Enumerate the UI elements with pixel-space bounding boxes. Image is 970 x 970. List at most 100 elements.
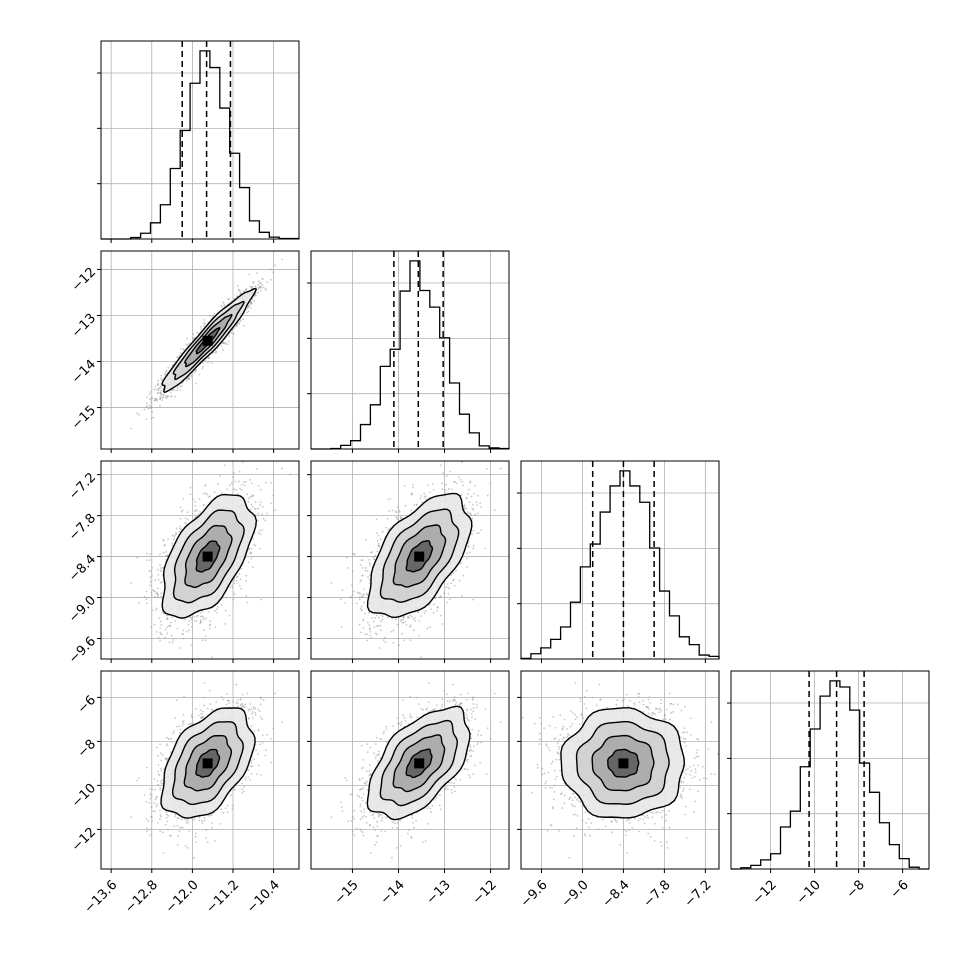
scatter-point [165,551,167,553]
scatter-point [150,591,153,594]
scatter-point [420,494,422,497]
scatter-point [220,604,223,606]
scatter-point [189,616,192,619]
scatter-point [187,629,190,632]
scatter-point [259,529,262,532]
scatter-point [201,362,204,364]
scatter-point [272,271,275,274]
scatter-point [152,416,155,419]
scatter-point [189,493,192,496]
scatter-point [240,483,243,486]
scatter-point [227,340,230,343]
scatter-point [164,372,167,375]
scatter-point [191,617,194,619]
scatter-point [261,528,264,531]
scatter-point [211,315,214,318]
scatter-point [243,324,246,327]
scatter-point [240,567,243,570]
scatter-point [253,543,256,546]
scatter-point [235,489,238,491]
scatter-point [247,305,250,308]
scatter-point [154,608,157,611]
scatter-point [238,322,241,325]
scatter-point [160,567,162,569]
scatter-point [364,569,367,572]
scatter-point [245,574,248,577]
scatter-point [237,480,240,483]
scatter-point [201,367,204,370]
scatter-point [234,480,237,483]
scatter-point [241,461,244,463]
scatter-point [165,369,168,372]
scatter-point [231,586,234,589]
scatter-point [370,636,373,639]
scatter-point [387,528,390,531]
scatter-point [250,302,253,305]
scatter-point [148,569,151,572]
scatter-point [254,501,257,504]
scatter-point [168,641,171,644]
scatter-point [163,678,165,680]
scatter-point [260,598,263,601]
scatter-point [427,484,429,487]
scatter-point [202,324,205,327]
scatter-point [184,517,187,520]
scatter-point [185,379,188,382]
scatter-point [198,498,201,500]
scatter-point [176,389,179,392]
histogram-panel-3 [517,460,720,660]
scatter-point [190,375,193,378]
histogram-step [101,50,300,240]
scatter-point [199,621,202,624]
scatter-point [170,621,172,624]
scatter-point [238,470,241,473]
scatter-point [190,644,193,647]
scatter-points [330,461,502,659]
scatter-point [265,289,267,291]
scatter-point [138,602,141,604]
scatter-point [366,639,369,642]
scatter-point [164,374,166,376]
scatter-point [251,287,253,290]
scatter-point [159,595,162,598]
scatter-point [270,268,272,271]
scatter-point [162,567,164,569]
scatter-point [147,407,150,410]
scatter-point [444,489,447,492]
scatter-point [175,533,178,536]
scatter-point [146,396,148,399]
scatter-point [185,522,188,525]
scatter-point [179,647,182,649]
scatter-point [261,277,264,280]
scatter-point [182,497,185,500]
scatter-point [466,557,468,560]
density-peak [202,551,213,562]
scatter-point [145,418,148,420]
scatter-point [151,609,154,612]
scatter-point [182,629,185,632]
scatter-point [209,495,211,498]
scatter-point [384,641,387,644]
scatter-point [206,493,209,496]
scatter-point [179,352,182,354]
scatter-point [259,287,262,289]
scatter-point [160,393,163,396]
histogram-step [731,680,929,870]
scatter-point [420,656,423,659]
scatter-point [164,636,166,639]
scatter-point [189,486,192,489]
scatter-point [479,502,482,505]
scatter-point [192,498,195,501]
scatter-point [157,389,160,392]
scatter-point [217,483,219,486]
scatter-point [186,511,189,514]
axis-frame [520,460,720,660]
scatter-point [252,280,255,283]
scatter-point [159,581,162,584]
scatter-point [233,592,236,595]
scatter-point [259,533,262,536]
scatter-point [245,594,248,597]
scatter-point [202,365,204,368]
scatter-point [264,519,267,522]
scatter-point [249,478,252,481]
